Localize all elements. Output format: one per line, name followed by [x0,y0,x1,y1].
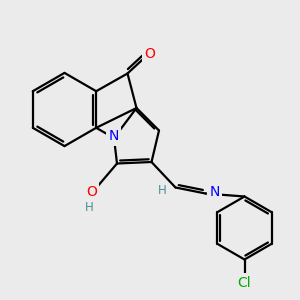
Text: O: O [145,47,155,61]
Text: H: H [85,201,94,214]
Text: Cl: Cl [238,276,251,290]
Text: H: H [158,184,166,197]
Text: N: N [108,130,118,143]
Text: N: N [209,185,220,199]
Text: O: O [86,185,97,199]
